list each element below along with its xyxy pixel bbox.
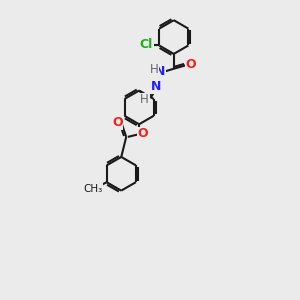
Text: H: H <box>140 93 149 106</box>
Text: O: O <box>112 116 123 129</box>
Text: Cl: Cl <box>140 38 153 51</box>
Text: O: O <box>137 128 148 140</box>
Text: CH₃: CH₃ <box>84 184 103 194</box>
Text: N: N <box>155 65 166 78</box>
Text: H: H <box>150 63 158 76</box>
Text: N: N <box>151 80 161 93</box>
Text: O: O <box>186 58 196 71</box>
